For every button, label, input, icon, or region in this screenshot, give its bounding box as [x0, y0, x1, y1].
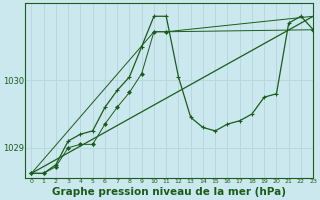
X-axis label: Graphe pression niveau de la mer (hPa): Graphe pression niveau de la mer (hPa) [52, 187, 286, 197]
